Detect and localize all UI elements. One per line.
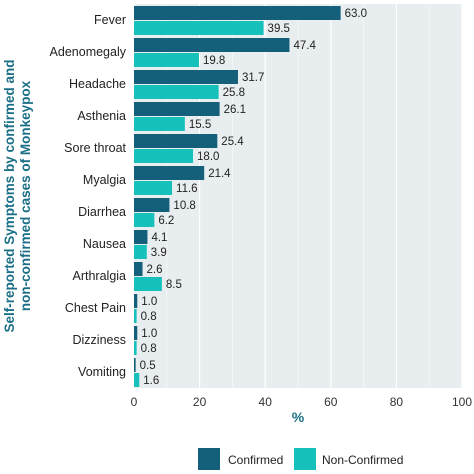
bar-confirmed <box>134 102 220 116</box>
value-label-non-confirmed: 15.5 <box>189 119 211 131</box>
x-tick-label: 20 <box>193 395 207 409</box>
bar-non-confirmed <box>134 117 185 131</box>
value-label-non-confirmed: 1.6 <box>143 375 159 387</box>
value-label-non-confirmed: 39.5 <box>268 23 290 35</box>
bar-non-confirmed <box>134 309 137 323</box>
value-label-confirmed: 47.4 <box>293 40 316 52</box>
category-label: Nausea <box>83 237 126 251</box>
legend-label-non-confirmed: Non-Confirmed <box>322 453 403 467</box>
x-axis-title: % <box>292 409 305 425</box>
category-label: Myalgia <box>83 173 126 187</box>
y-axis-title-line1: Self-reported Symptoms by confirmed and <box>2 59 17 332</box>
bar-confirmed <box>134 38 290 52</box>
legend-swatch-confirmed <box>198 448 220 470</box>
value-label-confirmed: 63.0 <box>345 8 367 20</box>
bar-non-confirmed <box>134 181 173 195</box>
category-label: Arthralgia <box>73 269 127 283</box>
bar-non-confirmed <box>134 85 219 99</box>
x-tick-label: 80 <box>390 395 404 409</box>
bar-confirmed <box>134 134 218 148</box>
category-label: Vomiting <box>78 365 126 379</box>
category-label: Chest Pain <box>65 301 126 315</box>
bar-confirmed <box>134 230 148 244</box>
value-label-non-confirmed: 25.8 <box>223 87 245 99</box>
bar-non-confirmed <box>134 53 199 67</box>
value-label-confirmed: 2.6 <box>147 264 163 276</box>
x-tick-label: 0 <box>131 395 138 409</box>
bar-confirmed <box>134 262 143 276</box>
value-label-confirmed: 21.4 <box>208 168 231 180</box>
value-label-confirmed: 0.5 <box>140 360 156 372</box>
value-label-non-confirmed: 11.6 <box>176 183 198 195</box>
category-label: Asthenia <box>77 109 126 123</box>
bar-confirmed <box>134 70 238 84</box>
category-labels: Fever Adenomegaly Headache Asthenia Sore thr… <box>50 13 127 379</box>
x-tick-label: 60 <box>324 395 338 409</box>
value-label-confirmed: 1.0 <box>141 328 157 340</box>
bars: 63.0 39.547.4 19.8 31.7 25.8 26.1 15.5 25.418.0… <box>134 6 367 387</box>
bar-confirmed <box>134 166 205 180</box>
legend-label-confirmed: Confirmed <box>228 453 283 467</box>
legend-swatch-non-confirmed <box>294 448 316 470</box>
x-tick-label: 100 <box>452 395 472 409</box>
bar-non-confirmed <box>134 373 140 387</box>
bar-non-confirmed <box>134 149 194 163</box>
value-label-confirmed: 25.4 <box>221 136 244 148</box>
gridlines <box>133 4 463 388</box>
category-label: Adenomegaly <box>50 45 127 59</box>
value-label-non-confirmed: 19.8 <box>203 55 225 67</box>
value-label-confirmed: 31.7 <box>242 72 264 84</box>
bar-non-confirmed <box>134 341 137 355</box>
bar-non-confirmed <box>134 245 147 259</box>
value-label-confirmed: 26.1 <box>224 104 246 116</box>
category-label: Sore throat <box>64 141 126 155</box>
bar-non-confirmed <box>134 213 155 227</box>
value-label-non-confirmed: 0.8 <box>141 311 157 323</box>
bar-confirmed <box>134 6 341 20</box>
value-label-confirmed: 4.1 <box>151 232 167 244</box>
legend: Confirmed Non-Confirmed <box>198 448 403 470</box>
category-label: Diarrhea <box>78 205 126 219</box>
category-label: Headache <box>69 77 126 91</box>
bar-confirmed <box>134 294 138 308</box>
value-label-non-confirmed: 18.0 <box>197 151 219 163</box>
value-label-non-confirmed: 8.5 <box>166 279 182 291</box>
bar-confirmed <box>134 326 138 340</box>
y-axis-title-line2: non-confirmed cases of Monkeypox <box>18 80 33 311</box>
bar-non-confirmed <box>134 21 264 35</box>
bar-non-confirmed <box>134 277 162 291</box>
bar-confirmed <box>134 198 170 212</box>
x-tick-labels: 0 20 40 60 80 100 <box>131 395 473 409</box>
value-label-non-confirmed: 6.2 <box>158 215 174 227</box>
x-tick-label: 40 <box>259 395 273 409</box>
value-label-confirmed: 10.8 <box>173 200 195 212</box>
value-label-confirmed: 1.0 <box>141 296 157 308</box>
value-label-non-confirmed: 0.8 <box>141 343 157 355</box>
value-label-non-confirmed: 3.9 <box>151 247 167 259</box>
category-label: Dizziness <box>73 333 127 347</box>
category-label: Fever <box>94 13 126 27</box>
bar-confirmed <box>134 358 136 372</box>
